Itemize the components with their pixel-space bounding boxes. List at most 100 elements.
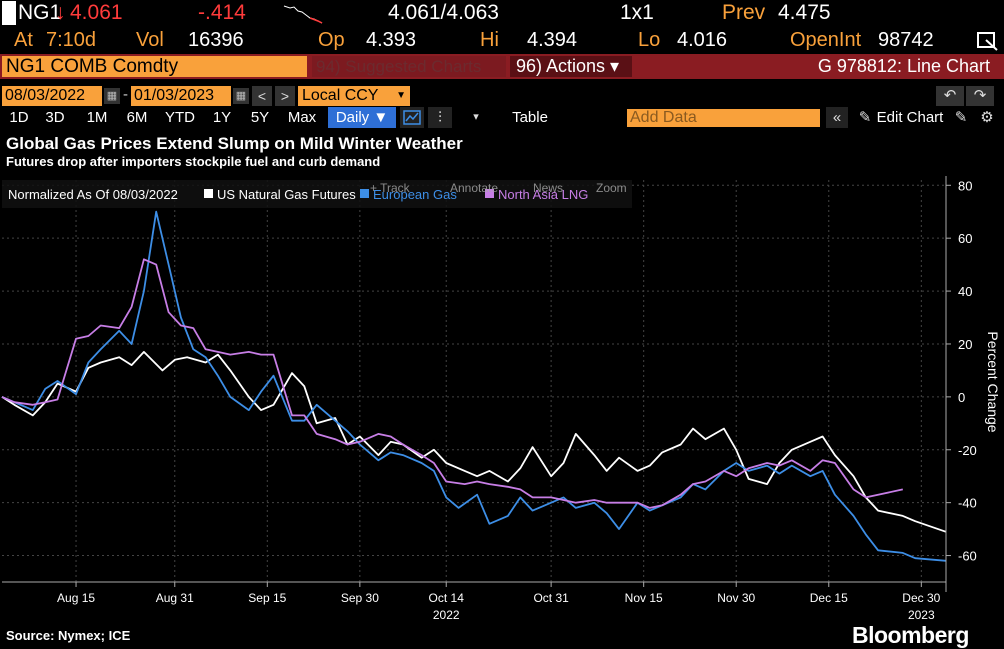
bar-chart-icon[interactable]: ⫶ [428, 107, 452, 128]
y-axis: 80 60 40 20 0 -20 -40 -60 [945, 176, 977, 592]
prev-close: 4.475 [778, 1, 831, 24]
x-tick-label: Nov 15 [625, 591, 663, 605]
open: 4.393 [366, 29, 417, 51]
x-tick-label: Dec 30 [902, 591, 940, 605]
tab-3d[interactable]: 3D [45, 109, 65, 126]
volume: 16396 [188, 29, 244, 51]
add-data-input[interactable]: Add Data [627, 109, 820, 127]
subheadline: Futures drop after importers stockpile f… [6, 154, 381, 169]
low: 4.016 [677, 29, 728, 51]
bloomberg-logo: Bloomberg [852, 622, 969, 648]
x-tick-label: Aug 15 [57, 591, 95, 605]
volume-label: Vol [136, 29, 164, 51]
series-line-1 [1, 210, 947, 562]
high-label: Hi [480, 29, 499, 51]
sparkline [283, 5, 323, 24]
open-interest: 98742 [878, 29, 934, 51]
currency-label: Local CCY [302, 87, 379, 104]
legend-series-us: US Natural Gas Futures [217, 187, 356, 202]
open-label: Op [318, 29, 345, 51]
legend-swatch [360, 189, 369, 198]
high: 4.394 [527, 29, 578, 51]
x-tick-label: Dec 15 [810, 591, 848, 605]
expand-icon[interactable] [976, 31, 998, 51]
y-tick-label: 0 [958, 390, 965, 405]
at-time: 7:10d [46, 29, 97, 51]
tab-1y[interactable]: 1Y [212, 109, 232, 126]
gear-icon[interactable]: ⚙ [980, 109, 994, 126]
series-line-0 [1, 350, 947, 533]
last-price: 4.061 [70, 1, 123, 24]
security-input[interactable]: NG1 COMB Comdty [2, 56, 307, 77]
line-chart: 80 60 40 20 0 -20 -40 -60 Aug 15 Aug 31 Sep 15 Sep… [1, 176, 1001, 622]
x-tick-sublabel: 2022 [433, 608, 460, 622]
y-tick-label: 60 [958, 231, 972, 246]
zoom-tool[interactable]: Zoom [596, 181, 627, 195]
edit-icon[interactable]: ✎ [954, 109, 968, 126]
quote-line-2: At 7:10d Vol 16396 Op 4.393 Hi 4.394 Lo … [0, 28, 1004, 54]
series-lines [1, 210, 947, 562]
x-tick-label: Oct 14 [429, 591, 465, 605]
source-note: Source: Nymex; ICE [6, 628, 131, 643]
command-bar: NG1 COMB Comdty 94) Suggested Charts 96)… [0, 54, 1004, 79]
period-tab-bar: 1D 3D 1M 6M YTD 1Y 5Y Max Daily ▼ ⫶ ▾ Ta… [0, 107, 1004, 128]
line-chart-icon[interactable] [400, 107, 424, 128]
currency-select[interactable]: Local CCY ▼ [298, 86, 410, 106]
x-tick-label: Sep 30 [341, 591, 379, 605]
x-tick-label: Oct 31 [533, 591, 569, 605]
edit-chart-button[interactable]: Edit Chart [876, 109, 944, 126]
end-date-input[interactable]: 01/03/2023 [131, 86, 231, 106]
net-change: -.414 [198, 1, 246, 24]
tab-1m[interactable]: 1M [86, 109, 108, 126]
start-date-input[interactable]: 08/03/2022 [2, 86, 102, 106]
tab-1d[interactable]: 1D [9, 109, 29, 126]
calendar-icon[interactable]: ▦ [104, 88, 120, 104]
open-interest-label: OpenInt [790, 29, 862, 51]
frequency-select[interactable]: Daily ▼ [328, 107, 396, 128]
legend: Normalized As Of 08/03/2022 US Natural G… [2, 180, 632, 208]
grid [2, 180, 946, 582]
quote-line-1: NG1 ↓ 4.061 -.414 4.061/4.063 1x1 Prev 4… [0, 0, 1004, 28]
chart-title: G 978812: Line Chart [817, 56, 990, 76]
prev-label: Prev [722, 1, 766, 24]
y-tick-label: 80 [958, 178, 972, 193]
date-bar: 08/03/2022 ▦ - 01/03/2023 ▦ < > Local CC… [0, 86, 1004, 107]
tab-max[interactable]: Max [287, 109, 317, 126]
redo-button[interactable]: ↷ [966, 86, 994, 106]
annotate-tool[interactable]: Annotate [450, 181, 498, 195]
tab-5y[interactable]: 5Y [250, 109, 270, 126]
suggested-charts-button[interactable]: 94) Suggested Charts [312, 56, 506, 77]
table-button[interactable]: Table [512, 109, 548, 126]
x-tick-label: Sep 15 [248, 591, 286, 605]
tab-6m[interactable]: 6M [126, 109, 148, 126]
chevron-down-icon[interactable]: ▾ [473, 111, 479, 123]
bid-ask: 4.061/4.063 [388, 1, 499, 24]
news-tool[interactable]: News [533, 181, 563, 195]
scroll-left-button[interactable]: < [252, 86, 272, 106]
scroll-right-button[interactable]: > [275, 86, 295, 106]
x-tick-sublabel: 2023 [908, 608, 935, 622]
track-tool[interactable]: + Track [370, 181, 411, 195]
legend-swatch [204, 189, 213, 198]
headline: Global Gas Prices Extend Slump on Mild W… [6, 134, 463, 153]
collapse-icon[interactable]: « [826, 107, 848, 128]
y-tick-label: 20 [958, 337, 972, 352]
series-line-2 [1, 258, 903, 509]
tab-ytd[interactable]: YTD [165, 109, 195, 126]
bid-ask-size: 1x1 [620, 1, 654, 24]
x-axis: Aug 15 Aug 31 Sep 15 Sep 30 Oct 14 2022 Oct 31… [2, 581, 946, 622]
date-separator: - [123, 86, 128, 103]
at-label: At [14, 29, 33, 51]
y-tick-label: 40 [958, 284, 972, 299]
ticker[interactable]: NG1 [18, 1, 62, 24]
x-tick-label: Aug 31 [156, 591, 194, 605]
x-tick-label: Nov 30 [717, 591, 755, 605]
y-axis-label: Percent Change [985, 331, 1001, 432]
calendar-icon[interactable]: ▦ [233, 88, 249, 104]
y-tick-label: -60 [958, 549, 977, 564]
y-tick-label: -20 [958, 443, 977, 458]
actions-menu[interactable]: 96) Actions ▾ [510, 56, 632, 77]
chevron-down-icon: ▼ [396, 90, 406, 101]
undo-button[interactable]: ↶ [936, 86, 964, 106]
normalized-label: Normalized As Of 08/03/2022 [8, 187, 178, 202]
